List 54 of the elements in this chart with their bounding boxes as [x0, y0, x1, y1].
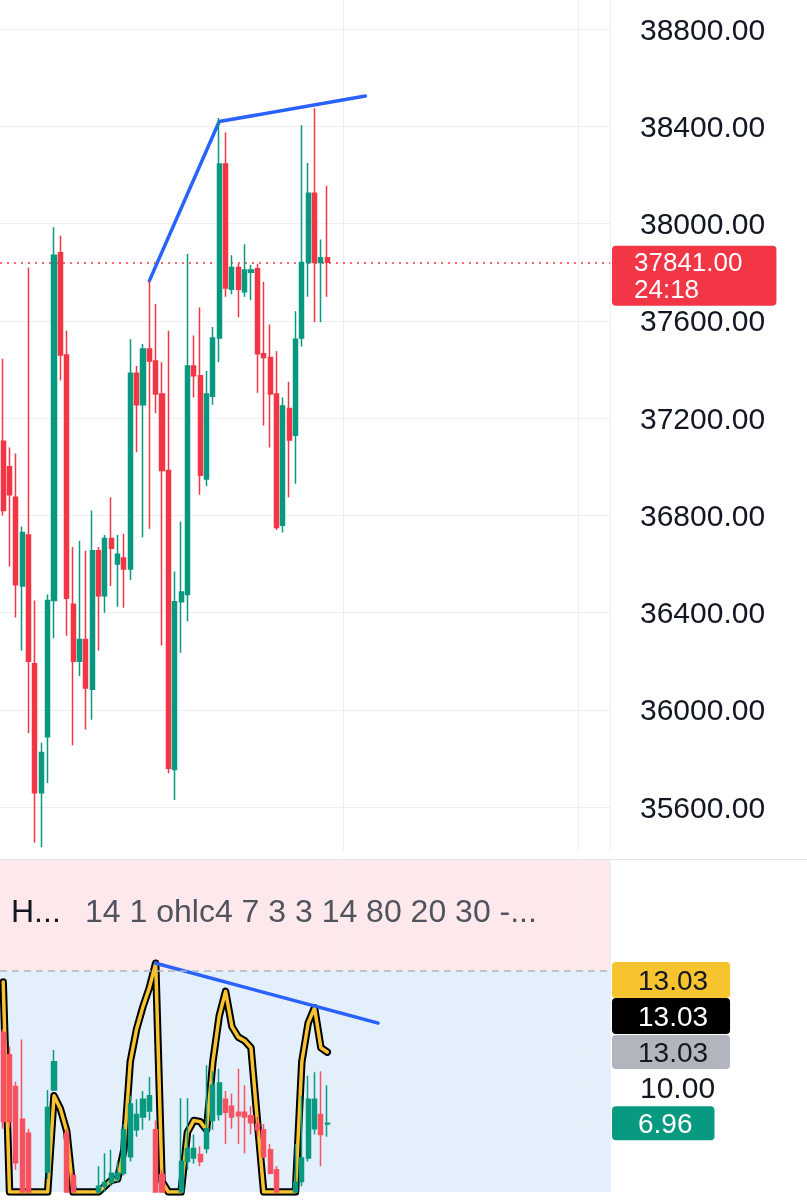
- candlestick: [127, 338, 134, 581]
- candlestick: [222, 131, 229, 298]
- candlestick: [279, 396, 286, 534]
- y-tick-label: 35600.00: [640, 790, 766, 824]
- candlestick: [38, 742, 45, 849]
- candlestick: [89, 509, 96, 721]
- candlestick: [139, 343, 147, 539]
- y-tick-label: 38000.00: [640, 207, 766, 241]
- y-tick-label: 38800.00: [640, 12, 766, 46]
- candlestick: [133, 365, 140, 453]
- candlestick: [324, 1084, 331, 1138]
- y-tick-label: 13.03: [638, 1036, 709, 1068]
- candlestick: [44, 1089, 51, 1180]
- candlestick: [19, 525, 26, 652]
- y-tick-label: 36400.00: [640, 596, 766, 630]
- ref-line-label: 37841.00 24:18: [634, 247, 743, 305]
- text: 14 1 ohlc4 7 3 3 14 80 20 30 -...: [85, 893, 537, 929]
- candlestick: [171, 570, 178, 801]
- candlestick: [108, 496, 115, 587]
- y-tick-label: 37200.00: [640, 401, 766, 435]
- candlestick: [317, 238, 324, 323]
- candlestick: [31, 599, 38, 844]
- candlestick: [63, 1127, 70, 1193]
- candlestick: [101, 534, 108, 614]
- candlestick: [209, 1070, 216, 1131]
- candlestick: [82, 549, 89, 731]
- candlestick: [50, 1049, 58, 1092]
- candlestick: [228, 254, 235, 295]
- candlestick: [203, 1064, 210, 1155]
- candlestick: [120, 532, 127, 609]
- candlestick: [95, 546, 102, 652]
- y-tick-label: 10.00: [640, 1071, 716, 1105]
- candlestick: [298, 1095, 305, 1187]
- candlestick: [76, 540, 83, 677]
- text: H...: [11, 893, 61, 929]
- candlestick: [70, 1171, 77, 1193]
- y-tick-label: 36800.00: [640, 498, 766, 532]
- candlestick: [286, 380, 293, 498]
- candlestick: [197, 306, 204, 496]
- candlestick: [305, 162, 312, 298]
- y-tick-label: 37600.00: [640, 304, 766, 338]
- y-tick-label: 36000.00: [640, 693, 766, 727]
- candlestick: [197, 1145, 204, 1167]
- candlestick: [216, 1068, 223, 1122]
- candlestick: [25, 266, 32, 734]
- candlestick: [292, 1143, 299, 1193]
- candlestick: [70, 546, 77, 746]
- candlestick: [317, 1070, 324, 1167]
- y-tick-label: 6.96: [638, 1107, 693, 1139]
- candlestick: [216, 117, 223, 364]
- y-tick-label: 38400.00: [640, 109, 766, 143]
- candlestick: [114, 534, 121, 608]
- candlestick: [190, 334, 197, 399]
- candlestick: [12, 452, 19, 619]
